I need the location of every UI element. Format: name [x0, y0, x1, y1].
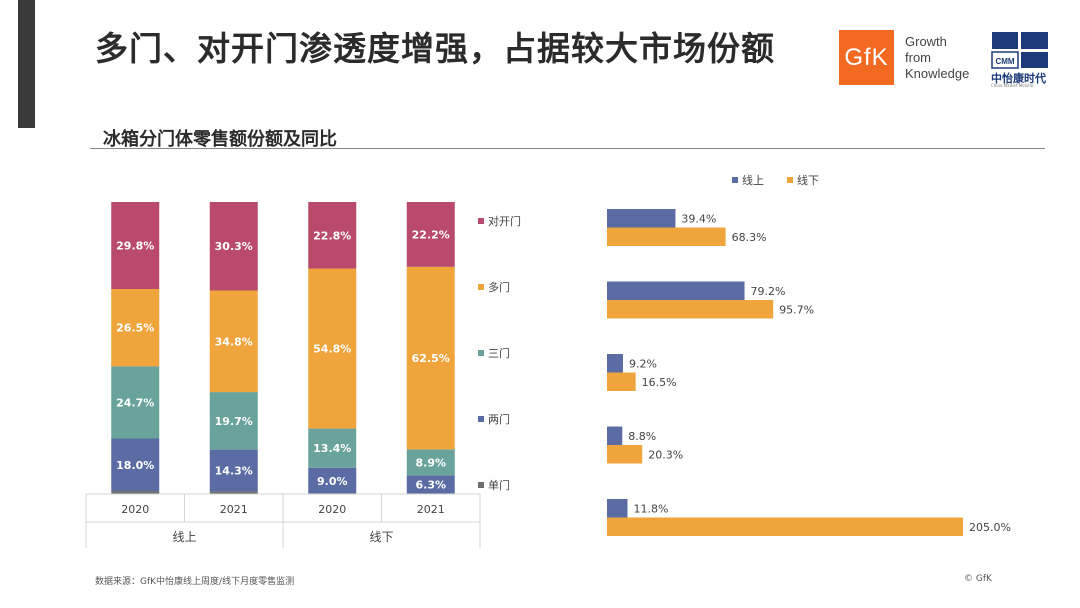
- x-tick-label: 2020: [318, 503, 346, 516]
- x-tick-label: 2021: [417, 503, 445, 516]
- bar-data-label: 26.5%: [116, 322, 154, 335]
- cmm-logo: CMM: [990, 30, 1050, 70]
- cmm-mark: CMM: [995, 57, 1014, 66]
- cmm-subtitle: China Market Monitor: [991, 83, 1034, 88]
- x-group-label: 线下: [369, 530, 393, 544]
- stacked-bar-segment: [308, 467, 357, 494]
- legend-swatch: [478, 284, 484, 290]
- yoy-data-label: 20.3%: [648, 448, 683, 461]
- legend-label: 两门: [488, 412, 510, 426]
- stacked-bar-segment: [406, 449, 455, 476]
- subtitle-divider: [90, 148, 1045, 149]
- yoy-bar: [607, 209, 676, 228]
- bar-data-label: 9.0%: [317, 475, 348, 488]
- yoy-bar: [607, 372, 636, 391]
- bar-data-label: 22.8%: [313, 229, 351, 242]
- stacked-bar-segment: [308, 202, 357, 269]
- x-tick-label: 2020: [121, 503, 149, 516]
- stacked-bar-segment: [406, 475, 455, 494]
- legend-swatch: [478, 416, 484, 422]
- x-tick-label: 2021: [220, 503, 248, 516]
- bar-data-label: 62.5%: [412, 352, 450, 365]
- x-group-label: 线上: [172, 530, 196, 544]
- legend-label: 三门: [488, 346, 510, 360]
- yoy-data-label: 68.3%: [732, 231, 767, 244]
- bar-data-label: 8.9%: [415, 456, 446, 469]
- page-title: 多门、对开门渗透度增强，占据较大市场份额: [95, 29, 775, 68]
- legend-label: 线下: [797, 173, 819, 187]
- stacked-bar-segment: [111, 366, 160, 439]
- stacked-bar-segment: [406, 202, 455, 267]
- yoy-bar: [607, 354, 623, 373]
- yoy-data-label: 8.8%: [628, 430, 656, 443]
- legend-swatch: [478, 218, 484, 224]
- legend-swatch: [732, 177, 738, 183]
- gfk-tagline-line: Knowledge: [905, 66, 970, 81]
- legend-swatch: [478, 482, 484, 488]
- data-source: 数据来源：GfK中怡康线上周度/线下月度零售监测: [95, 577, 295, 587]
- stacked-bar-segment: [209, 491, 258, 494]
- legend-label: 多门: [488, 280, 510, 294]
- stacked-bar-segment: [209, 449, 258, 492]
- bar-data-label: 6.3%: [415, 479, 446, 492]
- cmm-name: 中怡康时代: [991, 72, 1046, 85]
- legend-label: 单门: [488, 478, 510, 492]
- stacked-bar-segment: [209, 202, 258, 291]
- yoy-bar: [607, 300, 774, 319]
- yoy-bar: [607, 426, 623, 445]
- stacked-bar-segment: [209, 392, 258, 450]
- yoy-bar: [607, 499, 628, 518]
- yoy-data-label: 11.8%: [633, 502, 668, 515]
- stacked-bar-segment: [111, 438, 160, 492]
- yoy-bar: [607, 227, 726, 246]
- stacked-bar-segment: [111, 289, 160, 367]
- bar-data-label: 24.7%: [116, 396, 154, 409]
- gfk-tagline-line: Growth: [905, 34, 947, 49]
- bar-data-label: 54.8%: [313, 343, 351, 356]
- legend-label: 对开门: [488, 214, 521, 228]
- legend-swatch: [478, 350, 484, 356]
- yoy-bar: [607, 281, 745, 300]
- gfk-tagline: Growth from Knowledge: [905, 34, 969, 82]
- yoy-data-label: 205.0%: [969, 521, 1011, 534]
- legend-swatch: [787, 177, 793, 183]
- yoy-data-label: 39.4%: [681, 212, 716, 225]
- legend-label: 线上: [742, 173, 764, 187]
- stacked-bar-segment: [111, 491, 160, 494]
- yoy-data-label: 9.2%: [629, 357, 657, 370]
- stacked-bar-segment: [111, 202, 160, 290]
- gfk-tagline-line: from: [905, 50, 931, 65]
- chart-subtitle: 冰箱分门体零售额份额及同比: [103, 129, 337, 150]
- bar-data-label: 34.8%: [215, 335, 253, 348]
- stacked-bar-segment: [209, 290, 258, 393]
- bar-data-label: 30.3%: [215, 240, 253, 253]
- bar-data-label: 13.4%: [313, 442, 351, 455]
- stacked-bar-segment: [308, 428, 357, 468]
- copyright: © GfK: [964, 574, 992, 584]
- yoy-bar: [607, 445, 643, 464]
- bar-data-label: 18.0%: [116, 459, 154, 472]
- bar-data-label: 22.2%: [412, 228, 450, 241]
- stacked-bar-segment: [406, 266, 455, 450]
- yoy-data-label: 95.7%: [779, 303, 814, 316]
- yoy-data-label: 79.2%: [751, 285, 786, 298]
- bar-data-label: 29.8%: [116, 240, 154, 253]
- yoy-data-label: 16.5%: [642, 376, 677, 389]
- bar-data-label: 14.3%: [215, 464, 253, 477]
- yoy-bar: [607, 517, 963, 536]
- bar-data-label: 19.7%: [215, 415, 253, 428]
- stacked-bar-segment: [308, 268, 357, 429]
- gfk-logo: GfK: [839, 30, 894, 85]
- accent-bar: [18, 0, 35, 128]
